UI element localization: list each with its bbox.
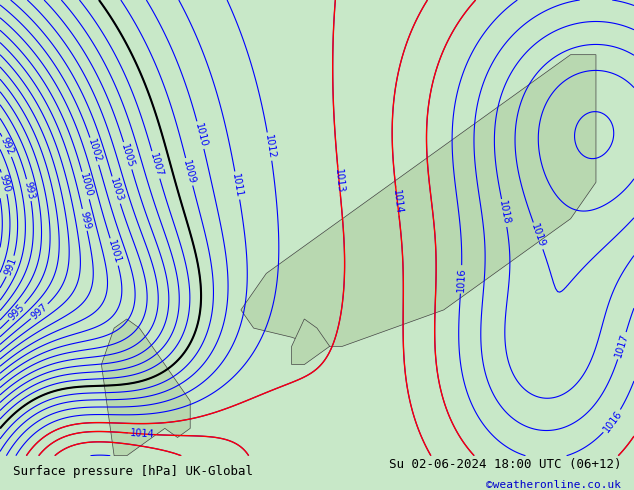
- Text: 1003: 1003: [108, 177, 124, 203]
- Text: 1009: 1009: [181, 159, 197, 185]
- Text: 1007: 1007: [148, 152, 164, 178]
- Text: 1000: 1000: [78, 172, 94, 198]
- Text: 990: 990: [0, 173, 11, 194]
- Text: ©weatheronline.co.uk: ©weatheronline.co.uk: [486, 480, 621, 490]
- Text: 1018: 1018: [497, 200, 512, 226]
- Text: Surface pressure [hPa] UK-Global: Surface pressure [hPa] UK-Global: [13, 465, 253, 478]
- Text: 1002: 1002: [86, 138, 103, 164]
- Text: Su 02-06-2024 18:00 UTC (06+12): Su 02-06-2024 18:00 UTC (06+12): [389, 458, 621, 471]
- Text: 1019: 1019: [529, 222, 547, 249]
- Text: 995: 995: [7, 302, 27, 322]
- Text: 1011: 1011: [230, 172, 244, 198]
- Text: 1014: 1014: [129, 428, 155, 440]
- Text: 992: 992: [0, 136, 15, 157]
- Text: 1005: 1005: [119, 143, 136, 169]
- Text: 1014: 1014: [391, 189, 404, 214]
- Text: 1013: 1013: [333, 168, 345, 194]
- Polygon shape: [292, 319, 330, 365]
- Text: 1016: 1016: [456, 267, 467, 292]
- Text: 1010: 1010: [193, 122, 209, 148]
- Text: 997: 997: [29, 301, 49, 321]
- Text: 1012: 1012: [262, 134, 276, 160]
- Polygon shape: [101, 319, 190, 456]
- Text: 993: 993: [22, 180, 36, 200]
- Text: 1017: 1017: [614, 333, 630, 359]
- Polygon shape: [241, 55, 596, 346]
- Text: 1016: 1016: [601, 409, 624, 434]
- Text: 991: 991: [3, 256, 18, 277]
- Text: 1001: 1001: [106, 239, 122, 265]
- Text: 999: 999: [78, 210, 92, 230]
